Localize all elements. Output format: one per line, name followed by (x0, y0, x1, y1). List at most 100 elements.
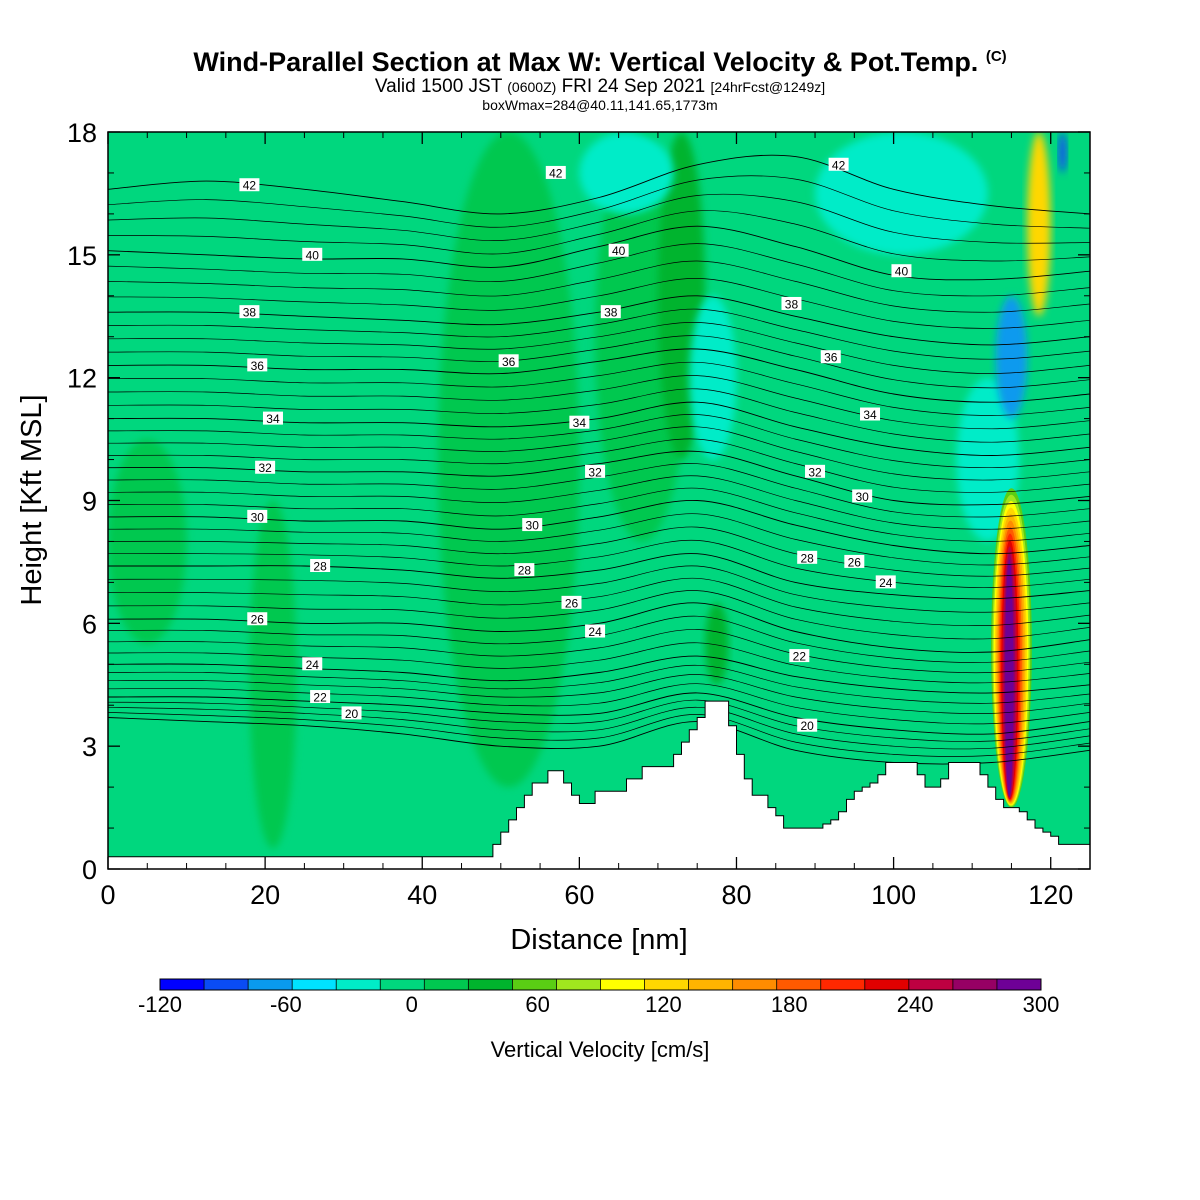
colorbar-swatch (424, 979, 469, 990)
theta-label: 40 (306, 248, 320, 262)
theta-label: 22 (313, 691, 327, 705)
x-tick-label: 60 (564, 880, 594, 910)
theta-contour-minor (108, 193, 1090, 244)
theta-label-box (247, 612, 268, 626)
theta-label-box (828, 157, 849, 171)
theta-label: 34 (573, 416, 587, 430)
theta-contour-minor (108, 475, 1090, 530)
theta-contour-minor (108, 388, 1090, 443)
theta-contour-minor (108, 706, 1090, 750)
theta-label-box (239, 178, 260, 192)
x-tick-label: 120 (1028, 880, 1073, 910)
theta-contour-minor (108, 308, 1090, 360)
theta-label: 20 (801, 719, 815, 733)
colorbar-tick-label: -60 (270, 992, 302, 1017)
theta-label: 38 (243, 306, 257, 320)
theta-label-box (341, 706, 362, 720)
colorbar-label: Vertical Velocity [cm/s] (491, 1037, 710, 1062)
y-tick-label: 15 (67, 241, 97, 271)
w-region-10 (1058, 132, 1067, 173)
theta-contour-minor (108, 322, 1090, 374)
colorbar-swatch (996, 979, 1042, 990)
theta-label: 36 (502, 355, 516, 369)
colorbar-swatch (732, 979, 777, 990)
y-axis-label: Height [Kft MSL] (16, 394, 48, 605)
theta-label: 40 (895, 265, 909, 279)
theta-label-box (522, 518, 543, 532)
colorbar-tick-label: -120 (138, 992, 182, 1017)
w-region-8 (956, 377, 1020, 542)
theta-contour-minor (108, 210, 1090, 262)
updraft-layer-280 (1006, 566, 1012, 796)
theta-contour-minor (108, 683, 1090, 725)
theta-label: 42 (549, 166, 563, 180)
colorbar-swatch (600, 979, 645, 990)
theta-contour-32 (108, 450, 1090, 506)
theta-contour-minor (108, 414, 1090, 469)
theta-contour-minor (108, 361, 1090, 416)
theta-label: 30 (855, 490, 869, 504)
theta-label: 42 (243, 179, 257, 193)
theta-label-box (860, 407, 881, 421)
x-tick-label: 20 (250, 880, 280, 910)
theta-label-box (262, 411, 283, 425)
theta-label: 34 (266, 412, 280, 426)
y-tick-label: 3 (82, 732, 97, 762)
colorbar-swatch (248, 979, 293, 990)
theta-label: 38 (604, 306, 618, 320)
theta-contour-30 (108, 500, 1090, 555)
theta-label-box (239, 305, 260, 319)
theta-label: 32 (808, 465, 822, 479)
theta-label-box (585, 464, 606, 478)
colorbar-tick-label: 300 (1023, 992, 1060, 1017)
theta-label-box (514, 563, 535, 577)
theta-label-box (805, 464, 826, 478)
theta-contour-42 (108, 154, 1090, 215)
theta-contour-minor (108, 712, 1090, 757)
chart-subtitle: Valid 1500 JST (0600Z) FRI 24 Sep 2021 [… (374, 76, 826, 97)
w-region-9 (995, 295, 1028, 419)
theta-label-box (247, 358, 268, 372)
colorbar-swatch (820, 979, 866, 990)
colorbar-swatch (776, 979, 822, 990)
w-region-7 (815, 132, 988, 255)
theta-label-box (255, 460, 276, 474)
theta-contour-20 (108, 717, 1090, 765)
w-region-11 (1027, 132, 1051, 317)
x-tick-label: 40 (407, 880, 437, 910)
theta-contour-minor (108, 335, 1090, 389)
theta-contour-minor (108, 590, 1090, 640)
theta-label-box (844, 554, 865, 568)
x-tick-label: 100 (871, 880, 916, 910)
theta-contour-minor (108, 526, 1090, 577)
terrain (108, 700, 1090, 869)
colorbar-tick-label: 120 (645, 992, 682, 1017)
theta-label-box (875, 575, 896, 589)
colorbar-swatch (468, 979, 513, 990)
theta-contour-minor (108, 539, 1090, 588)
theta-label: 42 (832, 158, 846, 172)
theta-label: 22 (793, 650, 807, 664)
theta-label-box (561, 595, 582, 609)
theta-label: 26 (251, 613, 265, 627)
box-info: boxWmax=284@40.11,141.65,1773m (482, 97, 718, 113)
theta-contour-minor (108, 674, 1090, 714)
theta-label: 26 (848, 555, 862, 569)
theta-label: 32 (588, 465, 602, 479)
theta-contour-minor (108, 438, 1090, 493)
theta-label: 24 (306, 658, 320, 672)
theta-label: 30 (526, 519, 540, 533)
theta-contour-22 (108, 692, 1090, 735)
theta-label-box (569, 415, 590, 429)
colorbar-tick-label: 180 (771, 992, 808, 1017)
theta-contour-minor (108, 260, 1090, 313)
theta-label-box (789, 649, 810, 663)
theta-label-box (781, 296, 802, 310)
x-tick-label: 0 (100, 880, 115, 910)
theta-label: 30 (251, 510, 265, 524)
chart-header: Wind-Parallel Section at Max W: Vertical… (0, 42, 1200, 113)
colorbar-tick-label: 60 (525, 992, 549, 1017)
theta-contour-28 (108, 553, 1090, 600)
theta-contour-minor (108, 577, 1090, 627)
